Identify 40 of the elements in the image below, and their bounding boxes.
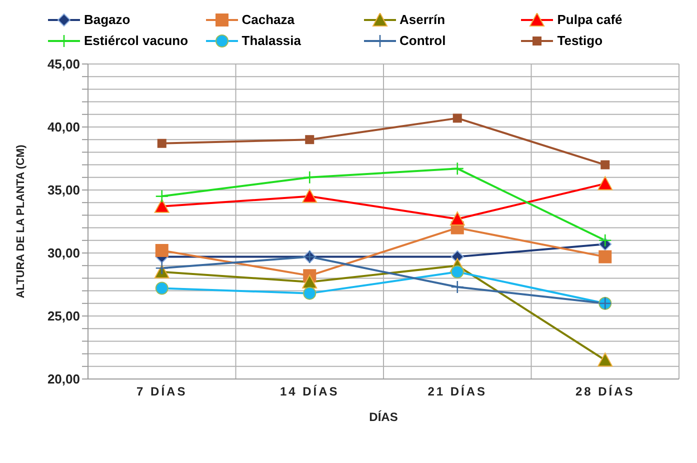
y-tick-label: 20,00 (47, 372, 80, 387)
point (302, 188, 318, 203)
y-tick-label: 25,00 (47, 308, 80, 324)
legend-label: Thalassia (242, 33, 302, 48)
legend-label: Pulpa café (557, 12, 622, 27)
point (450, 162, 464, 176)
point (305, 135, 314, 144)
point (450, 211, 465, 226)
point (598, 176, 613, 190)
legend-label: Aserrín (400, 12, 446, 27)
point (450, 280, 464, 294)
point (598, 234, 612, 248)
legend-label: Cachaza (242, 12, 294, 27)
x-tick-label: 28 DÍAS (575, 384, 635, 399)
legend-label: Bagazo (84, 12, 130, 27)
point (155, 190, 169, 203)
point (598, 352, 613, 367)
legend-label: Testigo (557, 33, 603, 48)
point (452, 114, 462, 123)
legend-label: Estiércol vacuno (84, 33, 188, 48)
legend-label: Control (400, 33, 446, 48)
point (157, 138, 166, 148)
point (302, 274, 318, 288)
y-tick-label: 40,00 (47, 120, 80, 135)
point (154, 198, 170, 213)
point (303, 286, 316, 300)
x-tick-label: 21 DÍAS (428, 384, 488, 399)
point (600, 160, 610, 170)
point (155, 244, 168, 257)
y-tick-label: 30,00 (47, 246, 80, 261)
y-axis-title: ALTURA DE LA PLANTA (CM) (14, 144, 27, 298)
point (598, 250, 612, 264)
point (155, 282, 168, 295)
x-tick-label: 14 DÍAS (280, 384, 340, 399)
point (155, 261, 169, 275)
x-tick-label: 7 DÍAS (136, 384, 188, 399)
point (450, 265, 464, 278)
y-tick-label: 35,00 (47, 182, 80, 198)
y-tick-label: 45,00 (47, 56, 80, 72)
x-axis-title: DÍAS (369, 410, 398, 424)
